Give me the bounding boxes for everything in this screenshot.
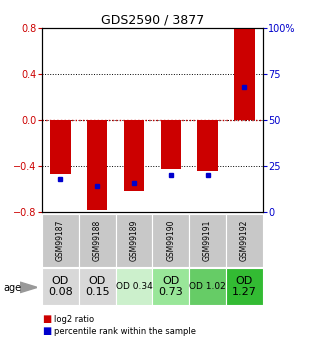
Text: OD 1.02: OD 1.02 [189, 282, 226, 291]
Bar [87, 120, 107, 210]
Title: GDS2590 / 3877: GDS2590 / 3877 [101, 13, 204, 27]
Text: percentile rank within the sample: percentile rank within the sample [54, 327, 197, 336]
Text: OD
1.27: OD 1.27 [232, 276, 257, 297]
Bar [226, 214, 263, 267]
Text: OD 0.34: OD 0.34 [116, 282, 152, 291]
Bar [226, 268, 263, 305]
Text: OD
0.15: OD 0.15 [85, 276, 109, 297]
Text: ■: ■ [42, 326, 51, 336]
Text: GSM99189: GSM99189 [129, 220, 138, 261]
Bar [116, 268, 152, 305]
Text: GSM99192: GSM99192 [240, 220, 249, 261]
Bar [161, 120, 181, 169]
Text: OD
0.73: OD 0.73 [158, 276, 183, 297]
Bar [79, 214, 116, 267]
Bar [152, 268, 189, 305]
Bar [234, 28, 254, 120]
Bar [79, 268, 116, 305]
Bar [189, 268, 226, 305]
Text: GSM99188: GSM99188 [93, 220, 102, 261]
Bar [189, 214, 226, 267]
Text: GSM99187: GSM99187 [56, 220, 65, 261]
Bar [42, 214, 79, 267]
Bar [124, 120, 144, 191]
Bar [50, 120, 71, 174]
Polygon shape [20, 282, 37, 293]
Text: GSM99190: GSM99190 [166, 220, 175, 262]
Bar [42, 268, 79, 305]
Bar [197, 120, 218, 171]
Text: age: age [3, 283, 21, 293]
Text: log2 ratio: log2 ratio [54, 315, 95, 324]
Text: OD
0.08: OD 0.08 [48, 276, 73, 297]
Bar [152, 214, 189, 267]
Bar [116, 214, 152, 267]
Text: ■: ■ [42, 314, 51, 324]
Text: GSM99191: GSM99191 [203, 220, 212, 261]
